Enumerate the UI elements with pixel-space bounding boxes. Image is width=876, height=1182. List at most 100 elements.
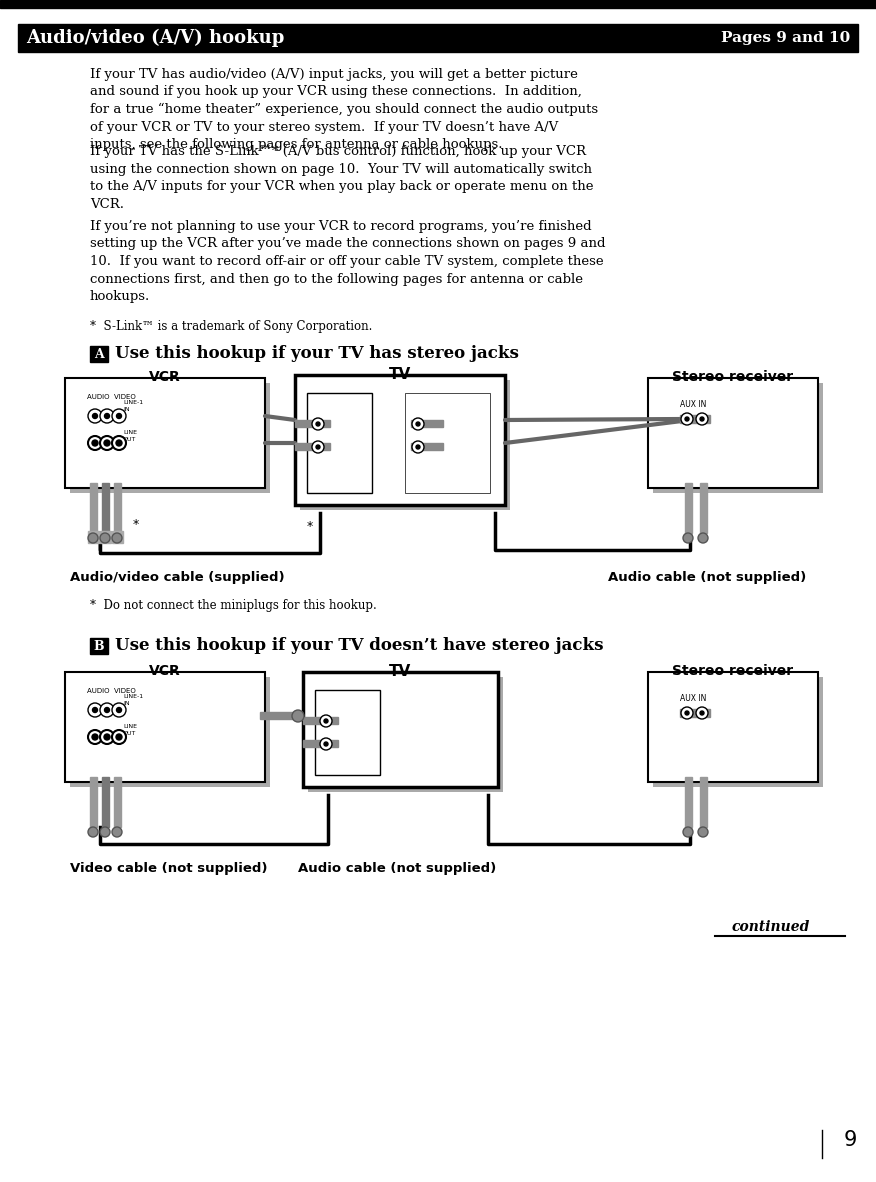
Text: Use this hookup if your TV has stereo jacks: Use this hookup if your TV has stereo ja…: [115, 345, 519, 363]
Circle shape: [112, 827, 122, 837]
Text: AUDIO  VIDEO: AUDIO VIDEO: [87, 394, 136, 400]
Text: AUDIO: AUDIO: [335, 740, 356, 745]
Bar: [653, 383, 823, 493]
Circle shape: [683, 533, 693, 543]
Bar: [411, 420, 443, 427]
Circle shape: [100, 533, 110, 543]
Bar: [695, 415, 710, 423]
Bar: [260, 712, 300, 719]
Text: *: *: [133, 518, 139, 531]
Bar: [300, 379, 510, 509]
Text: 9: 9: [844, 1130, 857, 1150]
Text: Audio/video (A/V) hookup: Audio/video (A/V) hookup: [26, 28, 285, 47]
Circle shape: [416, 422, 420, 426]
Text: VIDEO: VIDEO: [327, 420, 347, 426]
Bar: [65, 378, 265, 488]
Circle shape: [116, 734, 122, 740]
Bar: [90, 483, 97, 533]
Text: LINE-1: LINE-1: [123, 400, 143, 405]
Text: If you’re not planning to use your VCR to record programs, you’re finished
setti: If you’re not planning to use your VCR t…: [90, 220, 605, 303]
Circle shape: [700, 417, 704, 421]
Bar: [680, 709, 695, 717]
Text: VCR: VCR: [149, 664, 180, 678]
Circle shape: [104, 414, 110, 418]
Circle shape: [112, 703, 126, 717]
Bar: [307, 392, 372, 493]
Circle shape: [93, 708, 97, 713]
Circle shape: [104, 440, 110, 446]
Circle shape: [681, 413, 693, 426]
Bar: [114, 483, 121, 533]
Bar: [695, 709, 710, 717]
Bar: [700, 777, 707, 827]
Circle shape: [412, 418, 424, 430]
Circle shape: [320, 715, 332, 727]
Text: OUT: OUT: [123, 730, 137, 736]
Text: TV: TV: [389, 366, 411, 382]
Bar: [102, 483, 109, 533]
Circle shape: [116, 440, 122, 446]
Text: IN: IN: [123, 407, 130, 413]
Bar: [295, 420, 330, 427]
Bar: [303, 717, 338, 725]
Circle shape: [698, 533, 708, 543]
Circle shape: [112, 436, 126, 450]
Circle shape: [700, 712, 704, 715]
Circle shape: [681, 707, 693, 719]
Circle shape: [685, 417, 689, 421]
Bar: [0, 0, 876, 8]
Circle shape: [696, 413, 708, 426]
Circle shape: [100, 436, 114, 450]
Text: If your TV has audio/video (A/V) input jacks, you will get a better picture
and : If your TV has audio/video (A/V) input j…: [90, 69, 598, 151]
Circle shape: [112, 409, 126, 423]
Bar: [685, 483, 692, 533]
Text: If your TV has the S-Link™* (A/V bus control) function, hook up your VCR
using t: If your TV has the S-Link™* (A/V bus con…: [90, 145, 594, 210]
Bar: [303, 740, 338, 747]
Bar: [18, 24, 858, 52]
Circle shape: [100, 827, 110, 837]
Bar: [315, 690, 380, 775]
Text: LINE: LINE: [123, 725, 137, 729]
Bar: [112, 531, 123, 543]
Text: Audio cable (not supplied): Audio cable (not supplied): [608, 571, 806, 584]
Text: OUT: OUT: [123, 437, 137, 442]
Text: Stereo receiver: Stereo receiver: [673, 664, 794, 678]
Text: IN: IN: [311, 395, 320, 404]
Text: IN: IN: [319, 691, 328, 701]
Circle shape: [320, 738, 332, 751]
Bar: [90, 777, 97, 827]
Circle shape: [683, 827, 693, 837]
Text: Audio/video cable (supplied): Audio/video cable (supplied): [70, 571, 285, 584]
Text: B: B: [94, 639, 104, 652]
Circle shape: [312, 441, 324, 453]
Circle shape: [93, 414, 97, 418]
Circle shape: [698, 827, 708, 837]
Text: *  S-Link™ is a trademark of Sony Corporation.: * S-Link™ is a trademark of Sony Corpora…: [90, 320, 372, 333]
Bar: [700, 483, 707, 533]
Text: AUDIO: AUDIO: [327, 443, 348, 448]
Circle shape: [685, 712, 689, 715]
Bar: [295, 443, 330, 450]
Text: IN: IN: [123, 701, 130, 706]
Circle shape: [92, 734, 98, 740]
Text: *: *: [307, 520, 314, 533]
Circle shape: [324, 742, 328, 746]
Circle shape: [696, 707, 708, 719]
Text: AUDIO  VIDEO: AUDIO VIDEO: [87, 688, 136, 694]
Circle shape: [316, 422, 320, 426]
Bar: [100, 531, 111, 543]
Circle shape: [88, 533, 98, 543]
Text: Pages 9 and 10: Pages 9 and 10: [721, 31, 850, 45]
Circle shape: [117, 708, 122, 713]
Circle shape: [112, 730, 126, 743]
Bar: [648, 673, 818, 782]
Bar: [70, 677, 270, 787]
Bar: [680, 415, 695, 423]
Circle shape: [112, 533, 122, 543]
Text: AUX IN: AUX IN: [680, 400, 706, 409]
Bar: [308, 677, 503, 792]
Circle shape: [316, 444, 320, 449]
Circle shape: [88, 827, 98, 837]
Circle shape: [88, 409, 102, 423]
Text: continued: continued: [731, 920, 810, 934]
